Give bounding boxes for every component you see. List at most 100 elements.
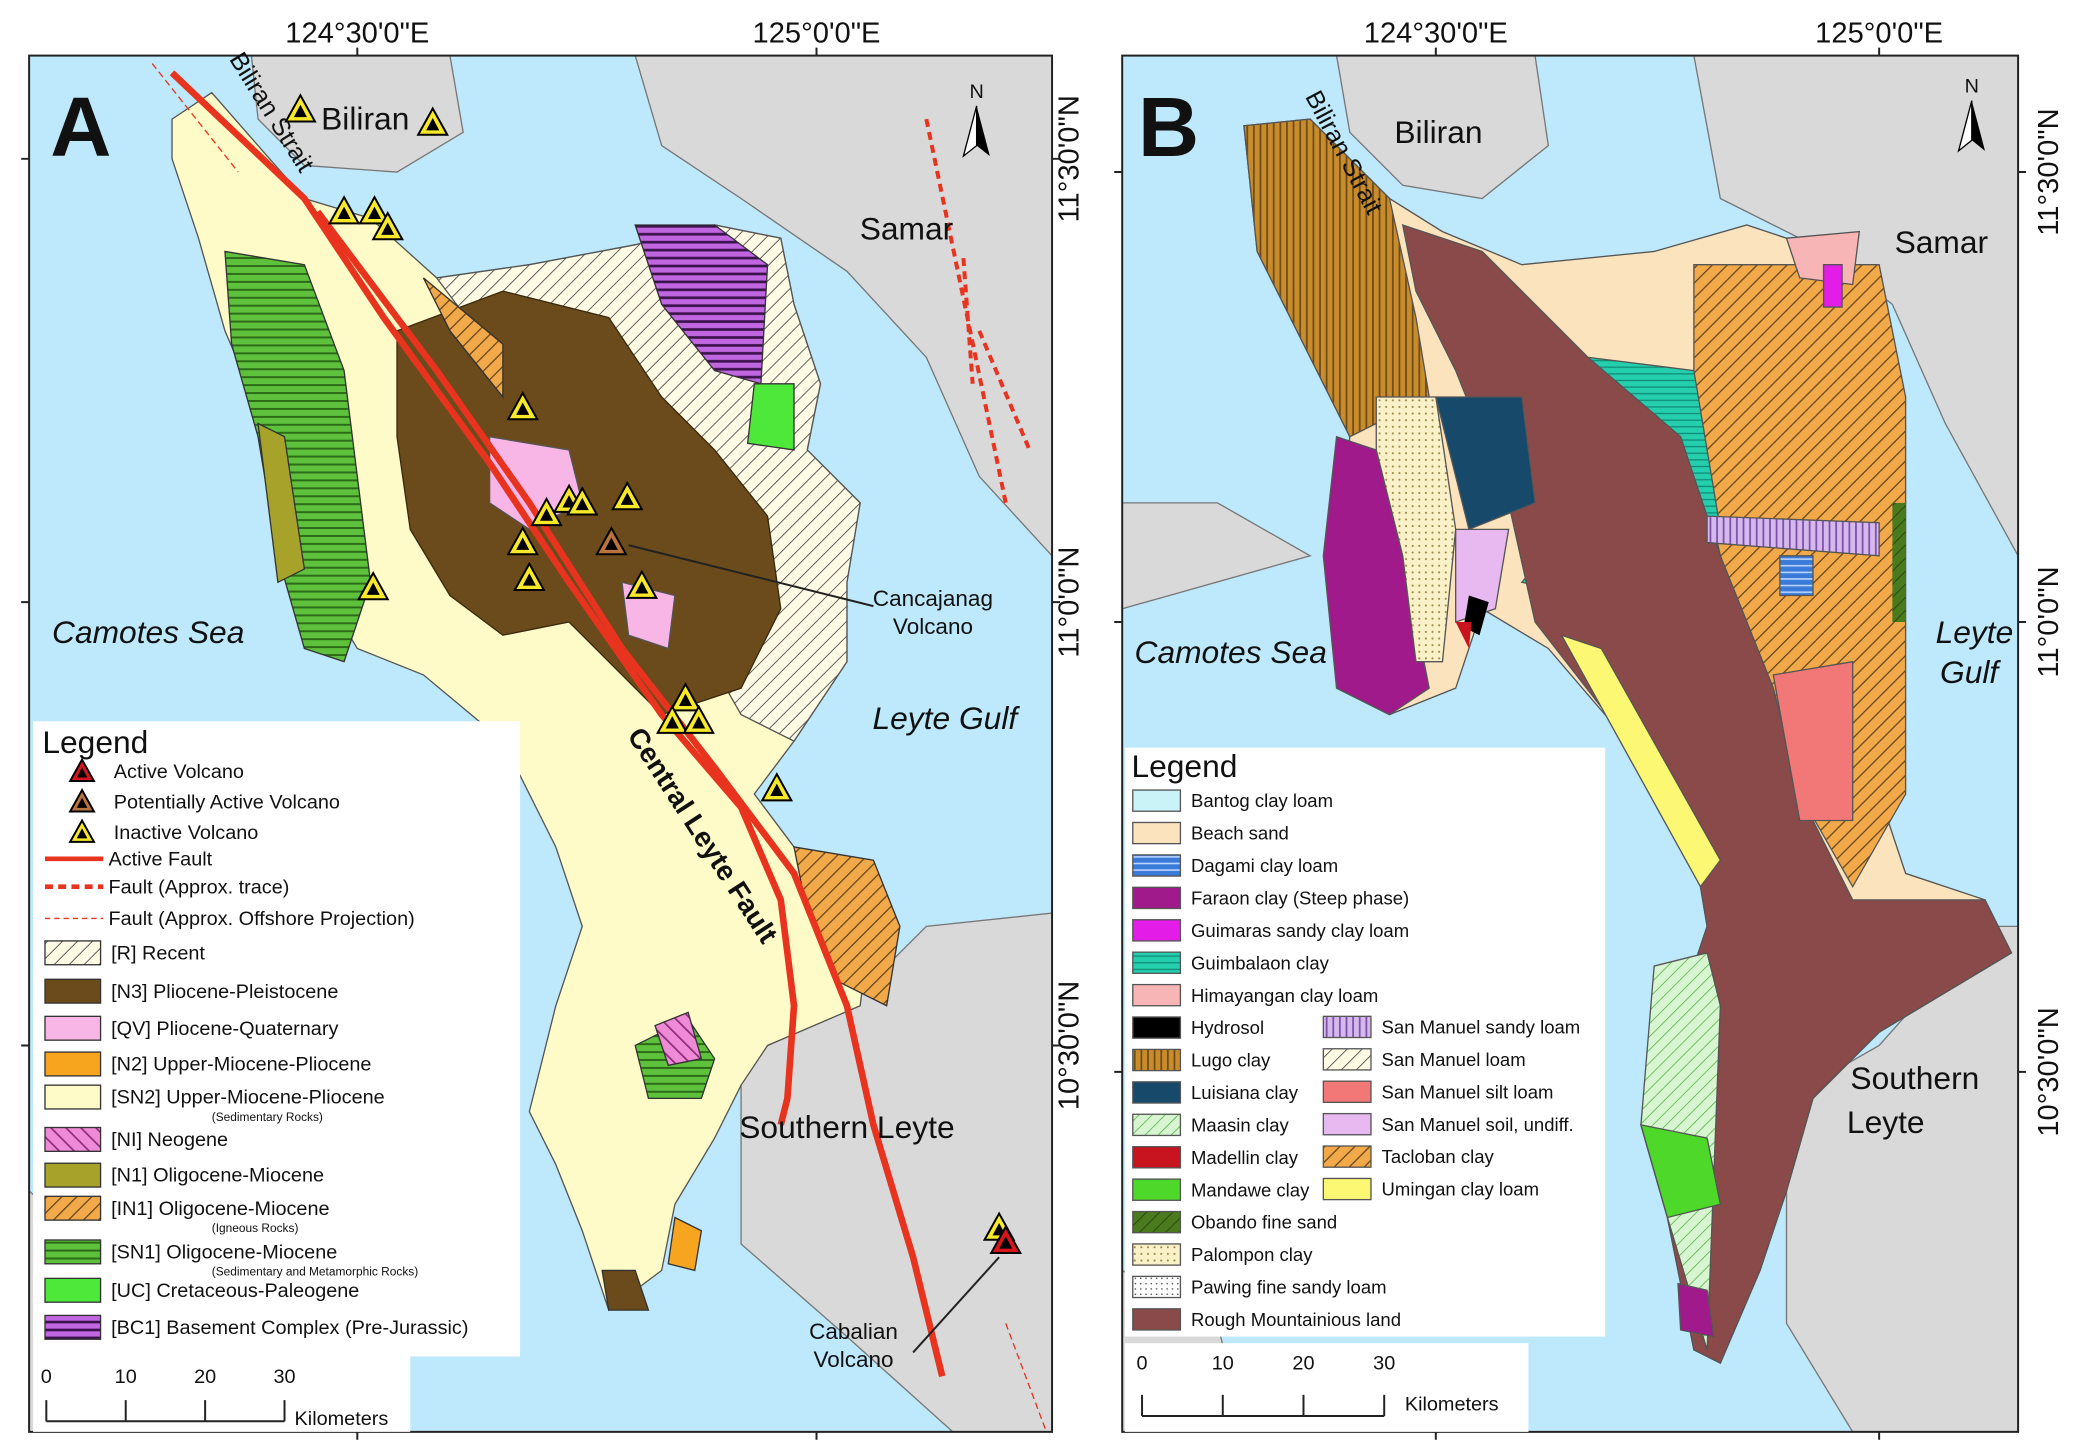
legend-swatch	[1132, 1210, 1182, 1234]
legend-swatch	[1132, 1178, 1182, 1201]
volcano-symbol	[595, 525, 628, 556]
frame-b	[1121, 54, 2020, 1433]
place-label: Leyte Gulf	[872, 700, 1020, 736]
place-label: Southern Leyte	[739, 1109, 954, 1145]
legend-swatch	[1132, 1243, 1182, 1266]
place-label: Cabalian Volcano	[809, 1319, 898, 1372]
lon-label: 124°30'0"E	[285, 17, 429, 49]
scale-tick-label: 10	[1212, 1353, 1234, 1375]
lat-label: 11°0'0"N	[2033, 566, 2065, 677]
legend-label: San Manuel silt loam	[1382, 1081, 1554, 1102]
legend-swatch	[44, 1277, 102, 1303]
panel-letter: A	[50, 79, 111, 174]
legend-label: Beach sand	[1191, 823, 1289, 844]
legend-label: [NI] Neogene	[111, 1129, 228, 1151]
north-arrow: N N	[962, 76, 1986, 158]
legend-swatch	[1132, 983, 1182, 1007]
place-label: Cancajanag Volcano	[873, 586, 993, 639]
volcanoes	[284, 93, 1022, 1254]
volcano-symbol	[68, 757, 96, 783]
north-label: N	[969, 81, 983, 103]
legend-label: Potentially Active Volcano	[114, 792, 340, 814]
legend-box	[33, 721, 521, 1357]
legend-and-scales: Active Volcano Potentially Active Volcano…	[41, 757, 1581, 1430]
legend-label: Luisiana clay	[1191, 1082, 1299, 1103]
legend-swatch	[1132, 951, 1182, 974]
legend-note: (Sedimentary Rocks)	[212, 1110, 323, 1124]
place-label: Leyte Gulf	[1936, 614, 2014, 690]
scale-unit: Kilometers	[295, 1408, 389, 1430]
legend-note: (Sedimentary and Metamorphic Rocks)	[212, 1265, 418, 1279]
legend-label: Madellin clay	[1191, 1147, 1299, 1168]
legend-label: Umingan clay loam	[1382, 1179, 1539, 1200]
lon-label: 125°0'0"E	[1815, 17, 1943, 49]
volcano-symbol	[371, 211, 404, 241]
place-label: Southern Leyte	[1847, 1060, 1979, 1140]
legend-label: San Manuel sandy loam	[1382, 1017, 1581, 1038]
scale-tick-label: 20	[194, 1366, 216, 1388]
legend-label: [R] Recent	[111, 942, 205, 964]
volcano-symbol	[656, 704, 689, 734]
legend-note: (Igneous Rocks)	[212, 1221, 299, 1235]
legend-swatch	[1132, 1146, 1182, 1169]
scale-tick-label: 0	[41, 1366, 52, 1388]
legend-swatch	[1132, 1308, 1182, 1331]
volcano-symbol	[416, 106, 449, 136]
map-a	[29, 55, 1053, 1432]
legend-label: Fault (Approx. Offshore Projection)	[109, 908, 415, 930]
legend-label: Bantog clay loam	[1191, 790, 1333, 811]
graticule-labels: 124°30'0"E 125°0'0"E 11°30'0"N 11°0'0"N …	[21, 17, 2065, 1440]
volcano-symbol	[327, 195, 361, 225]
legend-label: San Manuel loam	[1382, 1049, 1526, 1070]
legend-swatch	[1132, 854, 1182, 877]
volcano-symbol	[760, 772, 794, 802]
north-label: N	[1965, 76, 1979, 98]
volcano-symbol	[284, 93, 317, 123]
volcano-symbol	[530, 496, 563, 527]
scale-box	[1124, 1343, 1529, 1432]
volcano-symbol	[356, 570, 390, 601]
scale-tick-label: 30	[273, 1366, 295, 1388]
legend-label: Palompon clay	[1191, 1244, 1313, 1265]
legend-label: Faraon clay (Steep phase)	[1191, 888, 1409, 909]
volcano-symbol	[669, 682, 702, 712]
legend-label: Dagami clay loam	[1191, 855, 1338, 876]
legend-swatch	[44, 1314, 102, 1340]
legend-label: [N1] Oligocene-Miocene	[111, 1165, 324, 1187]
leader-line	[628, 544, 874, 608]
legend-swatch	[1132, 821, 1182, 845]
legend-swatch	[44, 1015, 102, 1041]
map-b	[1122, 55, 2019, 1432]
legend-title: Legend	[42, 724, 148, 760]
legend-swatch	[44, 940, 102, 966]
volcano-symbol	[611, 480, 644, 511]
volcano-symbol	[68, 818, 96, 843]
legend-label: [N2] Upper-Miocene-Pliocene	[111, 1054, 371, 1076]
volcano-symbol	[506, 391, 539, 421]
volcano-symbol	[682, 704, 715, 734]
volcano-symbol	[989, 1224, 1022, 1254]
legend-swatch	[44, 1195, 102, 1221]
legend-swatch	[1132, 919, 1182, 942]
place-label: Biliran	[321, 101, 409, 137]
legend-label: Lugo clay	[1191, 1050, 1271, 1071]
place-label: Samar	[860, 211, 954, 247]
lat-label: 10°30'0"N	[2033, 1007, 2065, 1136]
legend-swatch	[1322, 1145, 1372, 1168]
legend-swatch	[44, 978, 102, 1004]
legend-swatch	[1132, 1275, 1182, 1299]
legend-swatch	[1132, 1113, 1182, 1137]
place-label: Samar	[1895, 224, 1989, 260]
legend-swatch	[1132, 1081, 1182, 1104]
place-label: Camotes Sea	[1135, 634, 1327, 670]
legend-swatch	[44, 1162, 102, 1188]
legend-label: San Manuel soil, undiff.	[1382, 1114, 1574, 1135]
scale-tick-label: 30	[1373, 1353, 1395, 1375]
legend-label: Himayangan clay loam	[1191, 985, 1378, 1006]
legend-label: Active Volcano	[114, 761, 244, 783]
legend-label: Active Fault	[109, 848, 213, 870]
legend-swatch	[1322, 1048, 1372, 1071]
lat-label: 11°30'0"N	[2033, 108, 2065, 235]
volcano-symbol	[513, 561, 546, 591]
